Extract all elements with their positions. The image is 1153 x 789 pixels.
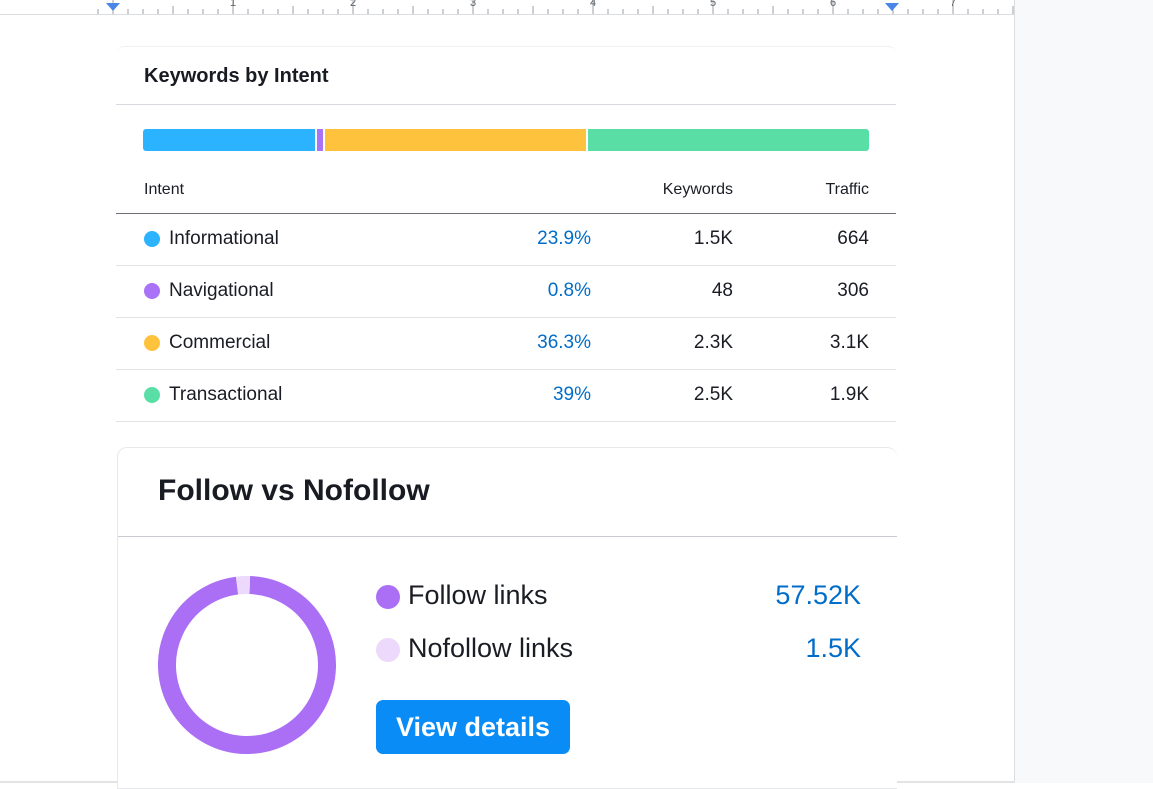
donut-slice-nofollow[interactable] (235, 576, 251, 595)
intent-percent-link[interactable]: 36.3% (537, 332, 591, 353)
intent-bar-segment-navigational[interactable] (317, 129, 324, 151)
traffic-value: 1.9K (829, 384, 869, 405)
follow-nofollow-donut-chart (158, 576, 336, 754)
header-divider (116, 213, 896, 214)
ruler-number: 1 (230, 0, 236, 9)
ruler-left-indent-marker (106, 3, 120, 11)
follow-color-dot (376, 585, 400, 609)
intent-percent-link[interactable]: 0.8% (547, 280, 591, 301)
ruler-number: 4 (590, 0, 596, 9)
intent-name: Commercial (169, 332, 271, 353)
keywords-by-intent-card: Keywords by Intent Intent Keywords Traff… (116, 46, 896, 425)
ruler-number: 6 (830, 0, 836, 9)
keywords-count: 2.3K (693, 332, 733, 353)
intent-percent-link[interactable]: 39% (552, 384, 591, 405)
commercial-color-dot (144, 335, 160, 351)
intent-bar-segment-commercial[interactable] (325, 129, 587, 151)
divider (118, 536, 897, 537)
ruler-number: 2 (350, 0, 356, 9)
follow-vs-nofollow-card: Follow vs Nofollow Follow links 57.52K N… (117, 447, 897, 789)
keywords-count: 2.5K (693, 384, 733, 405)
ruler-right-indent-marker (885, 3, 899, 11)
document-ruler[interactable]: 1 2 3 4 5 6 7 (0, 0, 1015, 15)
legend-label: Nofollow links (408, 633, 574, 663)
keywords-count: 48 (711, 280, 733, 301)
ruler-number: 3 (470, 0, 476, 9)
nofollow-color-dot (376, 638, 400, 662)
intent-bar-segment-transactional[interactable] (588, 129, 869, 151)
divider (116, 104, 896, 105)
navigational-color-dot (144, 283, 160, 299)
intent-table: Informational 23.9% 1.5K 664 Navigationa… (116, 214, 896, 422)
intent-bar-segment-informational[interactable] (143, 129, 316, 151)
transactional-color-dot (144, 387, 160, 403)
follow-links-value[interactable]: 57.52K (775, 580, 861, 610)
traffic-value: 306 (837, 280, 869, 301)
card-title: Follow vs Nofollow (158, 474, 430, 507)
intent-name: Transactional (169, 384, 283, 405)
ruler-number: 5 (710, 0, 716, 9)
view-details-button[interactable]: View details (376, 700, 570, 754)
column-header-traffic[interactable]: Traffic (825, 181, 869, 198)
table-row-informational: Informational 23.9% 1.5K 664 (116, 214, 896, 266)
table-row-transactional: Transactional 39% 2.5K 1.9K (116, 370, 896, 422)
legend-label: Follow links (408, 580, 548, 610)
keywords-count: 1.5K (693, 228, 733, 249)
column-header-intent: Intent (144, 181, 185, 198)
ruler-scale: 1 2 3 4 5 6 7 (97, 0, 1014, 14)
intent-distribution-bar (143, 129, 869, 151)
legend-nofollow-links: Nofollow links 1.5K (376, 631, 861, 665)
donut-slice-follow[interactable] (158, 576, 336, 754)
traffic-value: 3.1K (829, 332, 869, 353)
nofollow-links-value[interactable]: 1.5K (805, 633, 861, 663)
legend-follow-links: Follow links 57.52K (376, 578, 861, 612)
intent-percent-link[interactable]: 23.9% (537, 228, 591, 249)
table-row-navigational: Navigational 0.8% 48 306 (116, 266, 896, 318)
intent-name: Navigational (169, 280, 274, 301)
traffic-value: 664 (837, 228, 869, 249)
column-header-keywords[interactable]: Keywords (662, 181, 733, 198)
ruler-number: 7 (950, 0, 956, 9)
intent-name: Informational (169, 228, 279, 249)
card-title: Keywords by Intent (144, 65, 329, 87)
table-row-commercial: Commercial 36.3% 2.3K 3.1K (116, 318, 896, 370)
informational-color-dot (144, 231, 160, 247)
side-panel (1014, 0, 1153, 783)
